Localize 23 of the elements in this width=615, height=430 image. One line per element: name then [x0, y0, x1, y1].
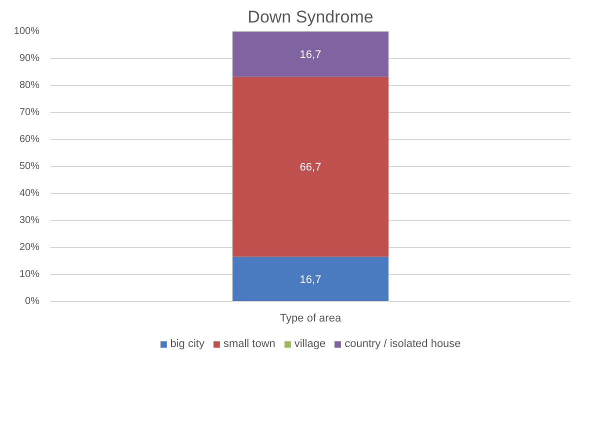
y-tick-label: 90%: [19, 53, 40, 64]
legend-label: small town: [223, 338, 276, 350]
bar: [232, 256, 388, 302]
y-tick-label: 50%: [19, 161, 40, 172]
y-tick-label: 10%: [19, 269, 40, 280]
chart-title: Down Syndrome: [248, 8, 374, 26]
legend-label: country / isolated house: [344, 338, 461, 350]
y-tick-label: 70%: [19, 107, 40, 118]
data-label: 16,7: [300, 48, 322, 61]
bar: [232, 76, 388, 256]
y-tick-label: 20%: [19, 242, 40, 253]
bar: [232, 32, 388, 76]
data-label: 16,7: [300, 274, 322, 286]
data-label: 66,7: [300, 161, 322, 174]
legend-label: big city: [170, 338, 204, 350]
y-tick-label: 80%: [19, 80, 40, 91]
y-tick-label: 30%: [19, 215, 40, 226]
y-tick-label: 60%: [19, 134, 40, 145]
y-tick-label: 100%: [14, 26, 40, 37]
legend-label: village: [294, 338, 326, 350]
y-tick-label: 40%: [19, 188, 40, 199]
y-tick-label: 0%: [25, 296, 40, 307]
x-axis-title: Type of area: [280, 312, 342, 324]
